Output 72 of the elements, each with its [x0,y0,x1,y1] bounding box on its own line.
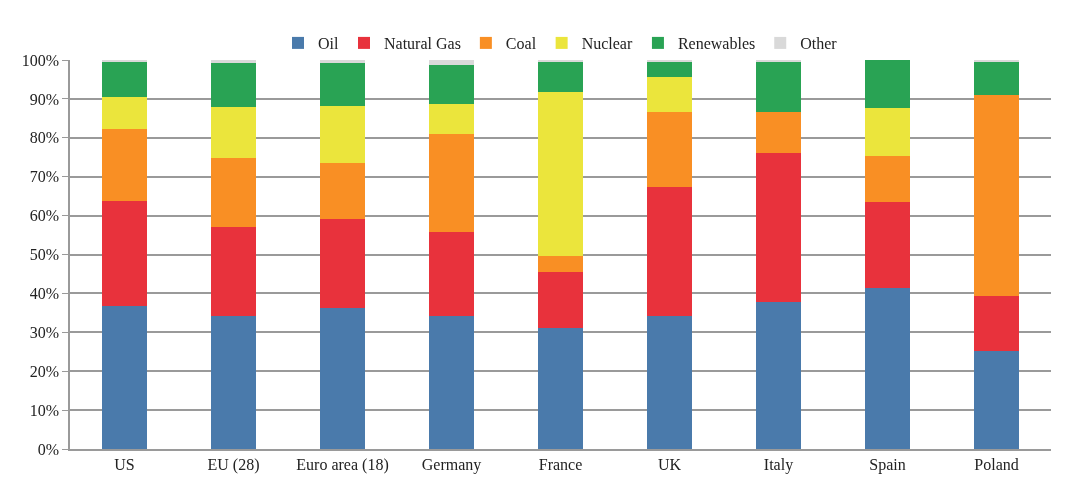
bar [973,95,1020,297]
bar [973,350,1020,449]
legend-label: Oil [318,35,339,53]
bar [319,307,366,449]
bar [319,60,366,64]
bar [864,60,911,108]
bar [646,111,693,188]
bar [101,129,148,202]
y-tick-label: 30% [29,323,60,341]
bar [319,163,366,220]
bar [537,271,584,329]
bar [210,227,257,316]
bar [428,65,475,104]
legend-label: Natural Gas [384,35,461,53]
bar [537,256,584,272]
bar [755,152,802,302]
x-tick-label: UK [657,455,682,473]
x-tick-label: Poland [974,455,1019,473]
y-tick-label: 40% [29,285,60,302]
legend-label: Renewables [677,35,756,53]
x-tick-label: Germany [421,455,482,474]
bar [646,315,693,449]
bar [210,315,257,449]
x-tick-label: Italy [763,455,794,474]
legend-label: Nuclear [581,35,633,53]
bar [210,158,257,228]
bar [428,232,475,316]
bar [101,96,148,130]
y-tick-label: 100% [21,51,60,69]
bar [755,61,802,112]
y-tick-label: 60% [29,207,60,225]
bar [646,61,693,78]
bar [101,201,148,307]
y-tick-label: 10% [29,401,60,419]
bar [537,61,584,92]
x-tick-label: Spain [869,455,906,474]
bar [210,60,257,64]
legend-label: Other [800,35,838,53]
bar [428,103,475,135]
bar [537,91,584,257]
x-tick-label: Euro area (18) [296,455,389,474]
y-tick-label: 0% [37,440,60,458]
bar [646,187,693,316]
y-tick-label: 70% [29,168,60,186]
bar [864,156,911,202]
y-tick-label: 20% [29,362,60,380]
bar [973,296,1020,351]
bar [864,288,911,449]
bar [428,60,475,66]
bar [864,201,911,289]
bar [755,301,802,449]
legend-label: Coal [505,35,537,53]
y-tick-label: 80% [29,129,60,147]
bar [428,315,475,449]
bar [101,306,148,449]
bar [973,61,1020,96]
bar [646,77,693,112]
bar [537,328,584,449]
x-tick-label: France [538,455,583,473]
bar [319,105,366,164]
bar [101,61,148,97]
x-tick-label: US [114,455,135,473]
y-tick-label: 50% [29,246,60,264]
bar [428,134,475,233]
bar [319,63,366,106]
bar [210,63,257,107]
bar [755,111,802,153]
x-tick-label: EU (28) [207,455,260,474]
bar [210,106,257,159]
bar [864,107,911,157]
y-tick-label: 90% [29,90,60,108]
bar [319,219,366,308]
